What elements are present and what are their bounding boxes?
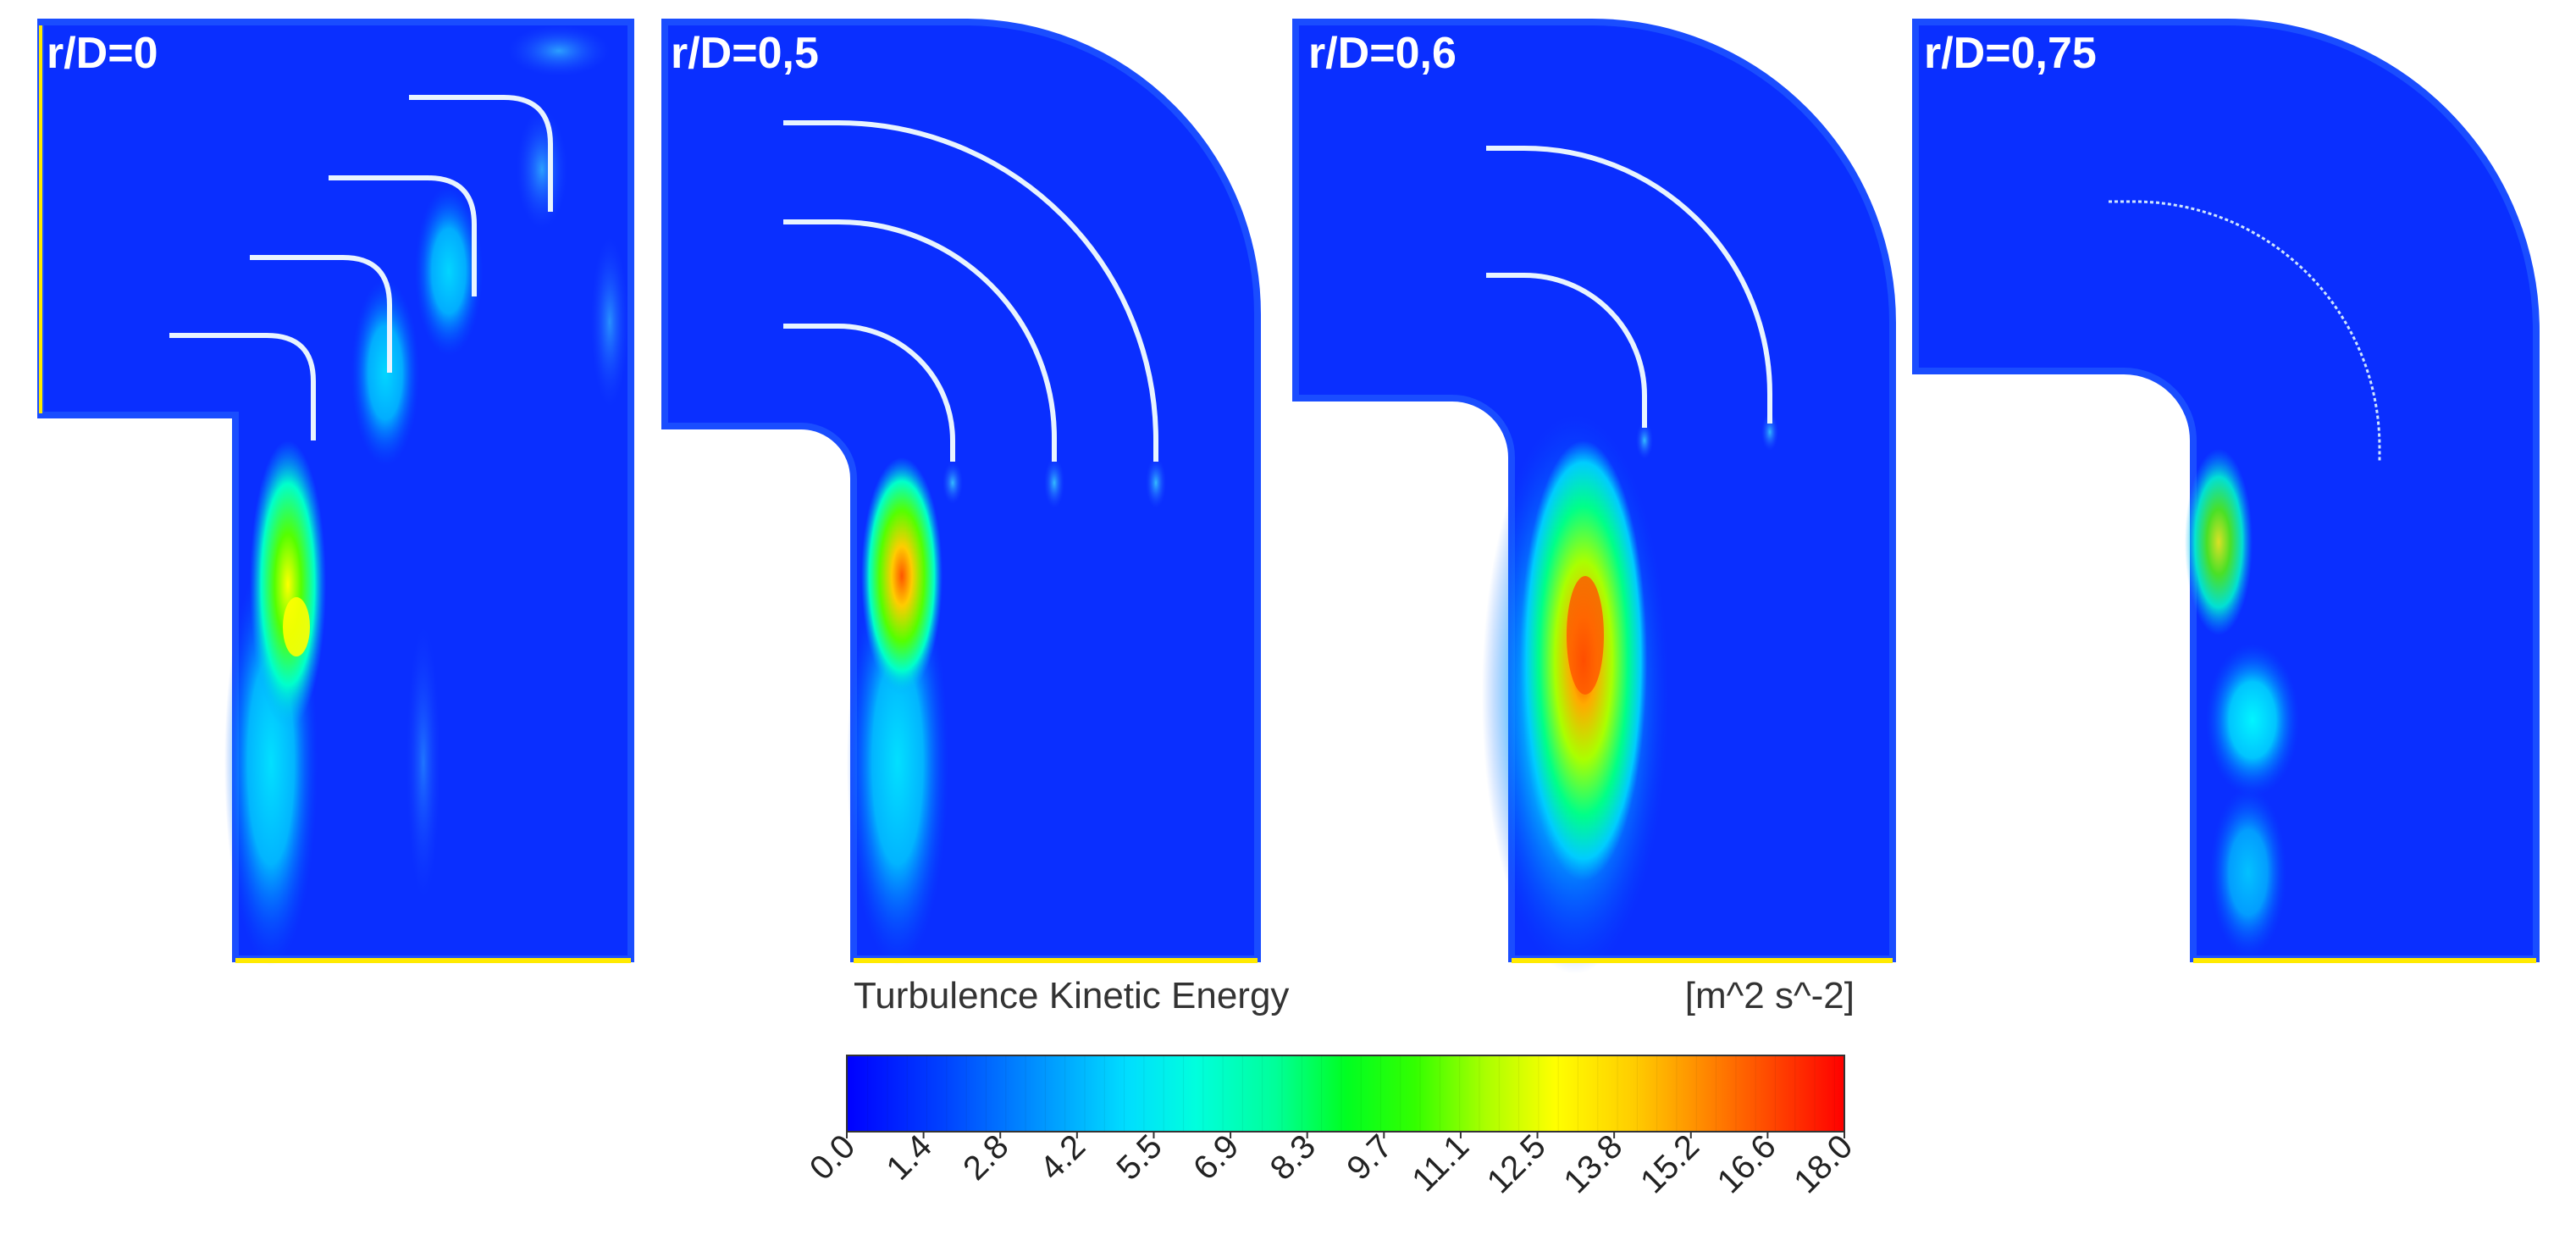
panel-2-label: r/D=0,5 [671,29,819,78]
legend-tick-label: 13.8 [1556,1127,1629,1200]
panel-2-vane-wake-1 [943,462,963,504]
panel-2-vane-2 [783,219,1057,462]
panel-3-vane-2 [1486,146,1772,424]
legend-colorbar-bands [847,1055,1844,1132]
panel-1-vane-wake-2 [351,280,419,466]
legend-tick-label: 1.4 [880,1127,939,1187]
legend-title: Turbulence Kinetic Energy [854,975,1289,1016]
panel-2-vane-1 [783,324,955,462]
legend-tick-label: 16.6 [1711,1127,1783,1200]
panel-2-vane-wake-2 [1044,457,1064,508]
panel-1-vane-wake-7 [406,627,440,898]
panel-2-wake-core [861,457,943,695]
legend-tick-label: 9.7 [1340,1127,1399,1187]
panel-4-wake-upper [2185,449,2253,635]
panel-3-label: r/D=0,6 [1308,29,1457,78]
panel-3-vane-wake-1 [1636,422,1653,459]
legend-tick-label: 8.3 [1263,1127,1323,1187]
panel-1-vane-2 [250,255,392,373]
legend-unit: [m^2 s^-2] [1685,975,1855,1016]
panel-2-vane-3 [783,120,1158,462]
legend-tick-label: 11.1 [1405,1127,1476,1199]
panel-3-vane-1 [1486,273,1647,428]
panel-2: r/D=0,5 [661,19,1261,966]
panel-1-vane-wake-3 [415,186,483,356]
legend-tick-label: 4.2 [1033,1127,1092,1187]
legend-tick-label: 6.9 [1186,1127,1246,1187]
panel-4: r/D=0,75 [1912,19,2540,963]
legend-tick-label: 2.8 [956,1127,1015,1187]
legend-tick-label: 0.0 [803,1127,862,1187]
legend-ticks: 0.0 1.4 2.8 4.2 5.5 6.9 8.3 9.7 11.1 12.5 13.8 15.2… [803,1127,1860,1200]
panel-4-label: r/D=0,75 [1924,29,2097,78]
legend-tick-label: 18.0 [1787,1127,1860,1200]
legend-tick-label: 12.5 [1480,1127,1553,1200]
panel-1-vane-1 [169,333,316,440]
panel-4-wake-lower [2210,788,2286,957]
panel-1-vane-4 [409,95,553,212]
panel-4-wake-mid [2206,644,2299,796]
panel-1-vane-wake-4 [517,110,567,229]
panel-1-wake-core [250,440,326,728]
legend: Turbulence Kinetic Energy [m^2 s^-2] 0.0… [803,975,1860,1200]
panel-3-vane-wake-2 [1761,413,1778,451]
panel-4-vane-1 [2109,200,2381,462]
panel-1: r/D=0 [37,19,634,966]
panel-1-label: r/D=0 [47,29,158,78]
panel-1-vane-wake-5 [508,25,610,76]
legend-tick-label: 15.2 [1633,1127,1706,1200]
legend-tick-label: 5.5 [1109,1127,1169,1187]
panel-1-vane-wake-6 [591,237,628,407]
panel-1-vane-3 [329,175,477,296]
panel-1-hotspot [283,597,310,656]
panel-3-hotspot [1567,576,1604,695]
panel-3: r/D=0,6 [1292,19,1896,974]
panel-2-vane-wake-3 [1146,457,1166,508]
